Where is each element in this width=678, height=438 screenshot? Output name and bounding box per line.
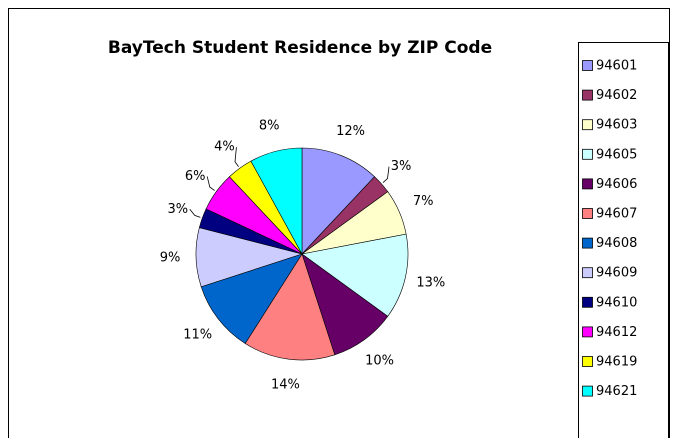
legend-label: 94602 [596, 88, 637, 103]
legend-label: 94603 [596, 118, 637, 133]
data-label: 8% [259, 119, 280, 134]
legend-label: 94601 [596, 59, 637, 74]
pie-slice [200, 253, 303, 344]
legend-label: 94612 [596, 325, 637, 340]
legend-swatch [582, 237, 593, 249]
legend-swatch [582, 148, 593, 160]
data-label: 6% [185, 169, 206, 184]
pie-slice [250, 147, 303, 255]
chart-title: BayTech Student Residence by ZIP Code [108, 38, 492, 58]
data-label: 10% [365, 353, 394, 368]
legend-swatch [582, 385, 593, 397]
legend-label: 94619 [596, 355, 637, 370]
legend-label: 94605 [596, 147, 637, 162]
pie-slice [301, 147, 375, 255]
data-label: 4% [214, 140, 235, 155]
data-label: 7% [413, 194, 434, 209]
legend-swatch [582, 267, 593, 279]
legend-label: 94609 [596, 266, 637, 281]
data-label: 3% [167, 202, 188, 217]
legend-swatch [582, 356, 593, 367]
data-label: 11% [183, 327, 212, 342]
data-label: 13% [416, 275, 445, 290]
legend-label: 94621 [596, 384, 637, 399]
data-label: 12% [336, 124, 365, 139]
legend-swatch [582, 119, 593, 131]
pie-slice [244, 253, 336, 361]
legend-box [578, 42, 669, 438]
legend-swatch [582, 208, 593, 219]
legend-label: 94607 [596, 207, 637, 222]
legend-label: 94606 [596, 177, 637, 192]
legend-swatch [582, 326, 593, 338]
data-label: 3% [391, 159, 412, 174]
legend-swatch [582, 60, 593, 71]
leader-line [189, 209, 201, 218]
data-label: 9% [160, 251, 181, 266]
legend-label: 94610 [596, 295, 637, 310]
leader-line [382, 166, 390, 183]
data-label: 14% [271, 377, 300, 392]
legend-swatch [582, 296, 593, 308]
leader-line [234, 147, 239, 167]
legend-label: 94608 [596, 236, 637, 251]
legend-swatch [582, 89, 593, 101]
leader-line [206, 176, 215, 191]
pie-slice [301, 233, 409, 317]
legend-swatch [582, 178, 593, 190]
